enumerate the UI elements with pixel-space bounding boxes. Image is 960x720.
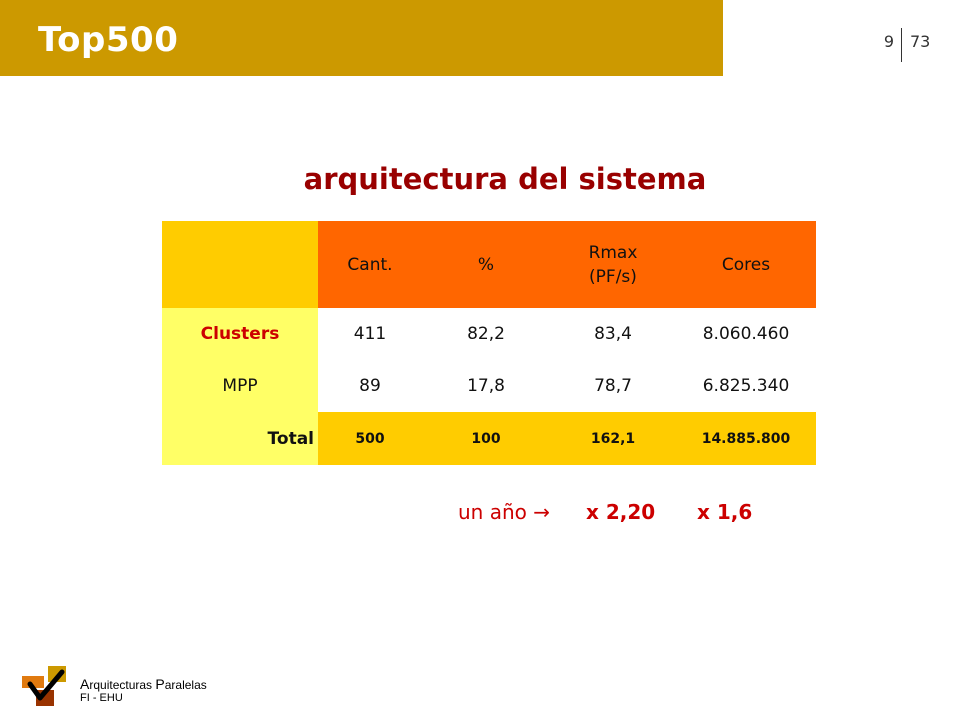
footer-institution: FI - EHU [80, 692, 123, 704]
growth-factor-cores: x 1,6 [697, 500, 753, 524]
table-header-row: Cant. % Rmax (PF/s) Cores [162, 221, 816, 308]
slide-section-title: Top500 [38, 20, 179, 60]
cell-rmax: 78,7 [594, 376, 632, 396]
table-header-cant: Cant. [318, 221, 422, 308]
title-banner: Top500 [0, 0, 723, 76]
growth-note-label: un año → [458, 500, 550, 524]
page-number-total: 73 [910, 32, 931, 51]
cell-rmax: 83,4 [594, 324, 632, 344]
row-label-mpp: MPP [162, 360, 318, 412]
system-architecture-table: Cant. % Rmax (PF/s) Cores Clusters 411 8… [162, 221, 816, 465]
cell-cant: 500 [318, 412, 422, 465]
footer-course-name: Arquitecturas Paralelas [80, 676, 207, 692]
row-label-total: Total [162, 412, 318, 465]
table-header-percent: % [422, 221, 550, 308]
page-number-current: 9 [883, 32, 894, 51]
slide-heading: arquitectura del sistema [303, 162, 707, 196]
table-total-row: Total 500 100 162,1 14.885.800 [162, 412, 816, 465]
cell-cant: 89 [359, 376, 381, 396]
cell-cant: 411 [353, 324, 387, 344]
cell-rmax: 162,1 [550, 412, 676, 465]
cell-percent: 100 [422, 412, 550, 465]
cell-percent: 17,8 [467, 376, 505, 396]
growth-factor-rmax: x 2,20 [586, 500, 656, 524]
table-header-rmax: Rmax (PF/s) [550, 221, 676, 308]
table-row: Clusters 411 82,2 83,4 8.060.460 [162, 308, 816, 360]
table-row: MPP 89 17,8 78,7 6.825.340 [162, 360, 816, 412]
cell-cores: 14.885.800 [676, 412, 816, 465]
row-label-clusters: Clusters [162, 308, 318, 360]
cell-percent: 82,2 [467, 324, 505, 344]
cell-cores: 8.060.460 [702, 324, 790, 344]
table-header-corner [162, 221, 318, 308]
page-number-divider [901, 28, 902, 62]
checkmark-icon [22, 664, 68, 706]
cell-cores: 6.825.340 [702, 376, 790, 396]
table-header-cores: Cores [676, 221, 816, 308]
